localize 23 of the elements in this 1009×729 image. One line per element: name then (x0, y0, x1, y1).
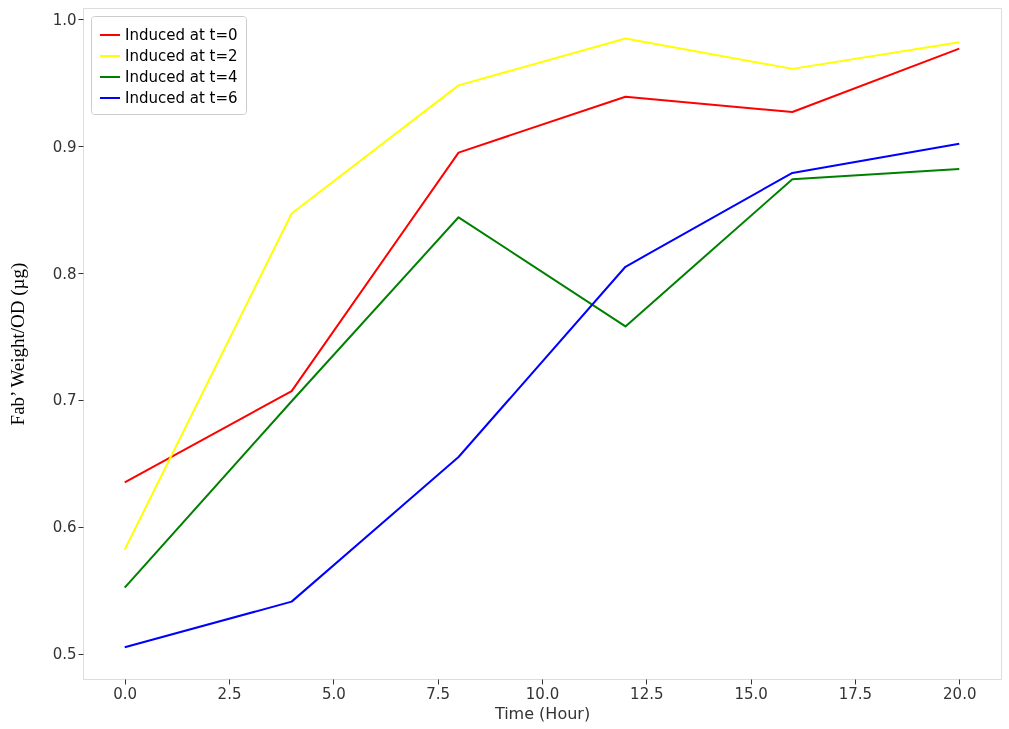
y-tick-label: 1.0 (52, 10, 77, 29)
x-tick-label: 12.5 (630, 684, 664, 703)
y-tick-label: 0.5 (52, 645, 77, 664)
legend-label: Induced at t=6 (125, 89, 238, 107)
legend-label: Induced at t=2 (125, 47, 238, 65)
x-tick-label: 17.5 (838, 684, 873, 703)
line-series (123, 168, 961, 589)
x-tick-label: 7.5 (426, 684, 451, 703)
y-tick-label: 0.9 (52, 137, 77, 156)
x-tick-label: 10.0 (525, 684, 560, 703)
y-axis-title: Fab’ Weight/OD (µg) (6, 262, 29, 426)
legend-label: Induced at t=4 (125, 68, 238, 86)
line-series (123, 142, 961, 649)
x-tick-label: 0.0 (113, 684, 138, 703)
y-tick-label: 0.7 (52, 391, 77, 410)
legend-label: Induced at t=0 (125, 26, 238, 44)
x-tick-label: 5.0 (321, 684, 346, 703)
y-tick-label: 0.8 (52, 264, 77, 283)
x-tick-label: 20.0 (943, 684, 977, 703)
y-tick-label: 0.6 (52, 518, 77, 537)
x-axis-title: Time (Hour) (493, 703, 591, 723)
x-tick-label: 2.5 (217, 684, 242, 703)
x-tick-label: 15.0 (734, 684, 768, 703)
